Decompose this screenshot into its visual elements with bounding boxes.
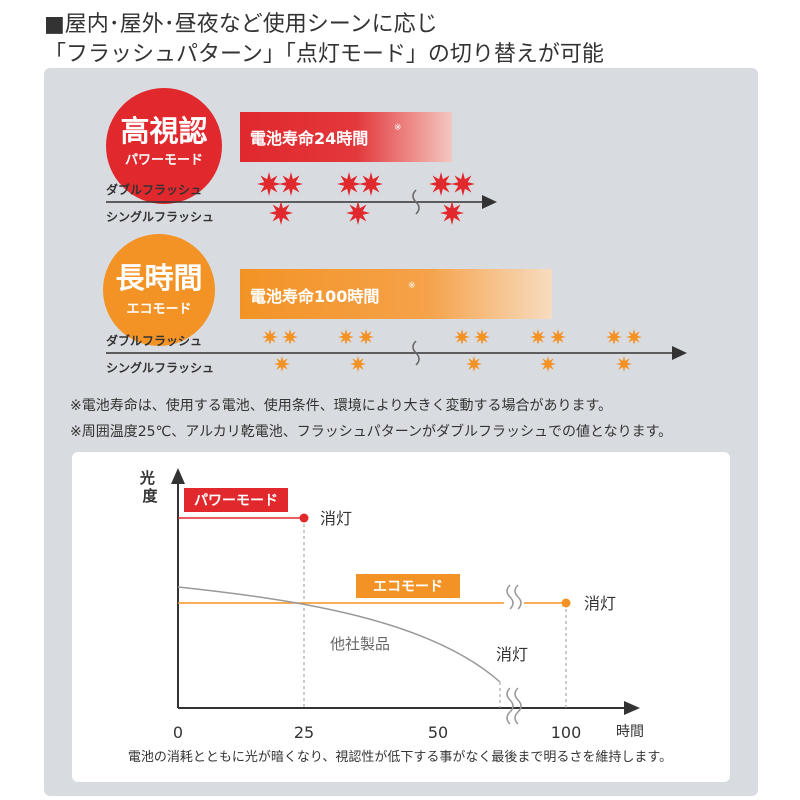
power-flash-bursts [257,172,475,225]
heading-line-1: ■屋内･屋外･昼夜など使用シーンに応じ [44,12,438,37]
power-timeline-arrow [482,195,497,209]
eco-battery-label: 電池寿命100時間 [250,287,379,306]
eco-single-flash-icon [350,356,366,372]
heading-line-2: 「フラッシュパターン」「点灯モード」の切り替えが可能 [44,42,604,67]
eco-off-label: 消灯 [584,594,616,613]
x-axis-break-1 [506,687,514,725]
x-tick-25: 25 [294,723,314,742]
eco-off-point [561,598,571,608]
x-axis-label: 時間 [616,724,644,740]
eco-double-flash-icon [358,329,374,345]
eco-line-break-2 [514,584,522,610]
eco-flash-bursts [262,329,642,372]
power-double-flash-icon [359,172,383,196]
eco-double-flash-icon [530,329,546,345]
eco-series-name: エコモード [373,579,443,595]
note-conditions: ※周囲温度25℃、アルカリ乾電池、フラッシュパターンがダブルフラッシュでの値とな… [70,424,673,440]
eco-series-tag [356,574,460,598]
y-axis-label: 光 度 [139,469,160,505]
power-mode-subtitle: パワーモード [125,153,203,168]
power-double-flash-icon [429,172,453,196]
power-mode-badge [106,88,222,204]
other-off-label: 消灯 [496,645,528,664]
eco-mode-badge [103,234,215,346]
power-single-flash-icon [346,201,370,225]
power-double-flash-icon [337,172,361,196]
other-series-curve [177,586,501,683]
intensity-chart: 光 度 時間 0 25 50 100 パワーモード 消灯 エコモード 消灯 他社… [128,468,672,765]
x-tick-0: 0 [173,723,183,742]
y-axis-label-char-2: 度 [142,487,158,505]
x-tick-100: 100 [551,723,582,742]
power-series-name: パワーモード [194,493,278,509]
eco-line-break-1 [506,584,514,610]
eco-double-flash-icon [626,329,642,345]
power-battery-label: 電池寿命24時間 [250,129,368,148]
power-off-label: 消灯 [320,509,352,528]
y-axis-label-char-1: 光 [139,469,155,487]
x-tick-50: 50 [428,723,448,742]
power-double-flash-icon [279,172,303,196]
eco-single-flash-icon [466,356,482,372]
other-series-name: 他社製品 [330,635,390,653]
power-battery-mark: ※ [394,123,402,133]
power-single-flash-icon [269,201,293,225]
eco-single-label: シングルフラッシュ [106,360,214,375]
power-single-label: シングルフラッシュ [106,209,214,224]
eco-double-flash-icon [282,329,298,345]
eco-double-flash-icon [338,329,354,345]
y-axis-arrow [171,468,185,484]
chart-caption: 電池の消耗とともに光が暗くなり、視認性が低下する事がなく最後まで明るさを維持しま… [128,749,672,765]
power-battery-bar [240,112,452,162]
eco-single-flash-icon [540,356,556,372]
eco-single-flash-icon [616,356,632,372]
x-axis-break-2 [514,687,522,725]
power-double-flash-icon [451,172,475,196]
note-battery-life: ※電池寿命は、使用する電池、使用条件、環境により大きく変動する場合があります。 [70,398,613,414]
power-timeline-break [412,189,420,215]
power-series-tag [184,488,288,512]
chart-card [72,452,730,782]
eco-single-flash-icon [274,356,290,372]
eco-double-flash-icon [454,329,470,345]
eco-timeline-arrow [672,346,687,360]
power-double-label: ダブルフラッシュ [106,182,202,197]
eco-double-flash-icon [474,329,490,345]
eco-battery-mark: ※ [408,281,416,291]
power-off-point [299,513,309,523]
eco-battery-bar [240,269,552,319]
eco-double-label: ダブルフラッシュ [106,333,202,348]
eco-mode-title: 長時間 [115,261,202,295]
power-double-flash-icon [257,172,281,196]
eco-double-flash-icon [606,329,622,345]
power-single-flash-icon [440,201,464,225]
power-mode-title: 高視認 [120,114,207,148]
eco-double-flash-icon [550,329,566,345]
eco-mode-subtitle: エコモード [126,302,191,317]
eco-double-flash-icon [262,329,278,345]
eco-timeline-break [412,340,420,366]
x-axis-arrow [624,701,640,715]
